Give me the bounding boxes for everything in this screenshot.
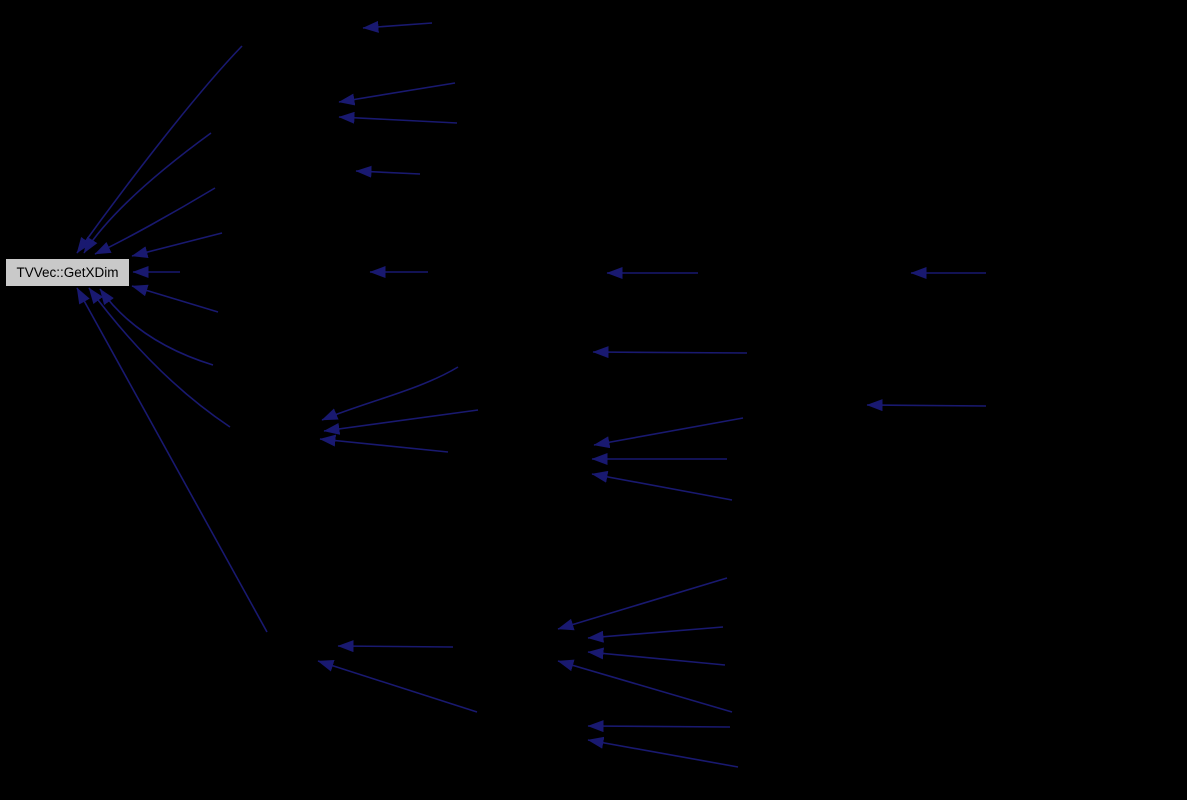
call-graph-edge-cluster730-b <box>587 736 739 768</box>
call-graph-edge-cluster645-m-b <box>587 626 724 643</box>
call-graph-edge-cluster460-a <box>593 417 744 449</box>
call-graph-edge-cluster645-m-a <box>557 577 728 631</box>
call-graph-edge-to-root-right-3 <box>131 284 219 313</box>
call-graph-edge-row352-l3 <box>592 346 748 359</box>
call-graph-edge-cluster430-a <box>321 366 459 421</box>
call-graph-edge-to-root-top-3 <box>94 187 216 255</box>
call-graph-edge-row28-l2 <box>362 20 433 33</box>
call-graph-edge-row405-l4 <box>866 399 987 412</box>
call-graph-edge-row171-l2 <box>355 165 421 178</box>
call-graph-edge-to-root-top-1 <box>76 45 243 254</box>
call-graph-edge-cluster430-b <box>323 409 479 435</box>
call-graph-edge-cluster460-c <box>591 470 733 501</box>
call-graph-edge-cluster430-c <box>319 434 449 453</box>
call-graph-edge-row117-l2-b <box>338 111 458 124</box>
call-graph-edge-to-root-top-2 <box>83 132 212 254</box>
node-label: TVVec::GetXDim <box>16 264 119 280</box>
call-graph-edge-bottomleft-node-b <box>317 660 478 713</box>
call-graph-edge-to-root-bottom-2 <box>88 287 231 428</box>
call-graph-edge-to-root-bottom-1 <box>99 288 214 366</box>
call-graph-edge-cluster730-a <box>587 720 731 733</box>
call-graph-edge-cluster645-m-c <box>587 647 726 666</box>
call-graph-edge-bottomleft-node-a <box>337 640 454 653</box>
call-graph-edge-to-root-bottom-3 <box>76 287 268 633</box>
call-graph-edge-to-root-right-1 <box>131 232 223 258</box>
node-tvvec-getxdim[interactable]: TVVec::GetXDim <box>5 258 130 287</box>
call-graph-edge-row100-l2-a <box>338 82 456 106</box>
call-graph-edge-cluster645-m-d <box>557 659 733 713</box>
